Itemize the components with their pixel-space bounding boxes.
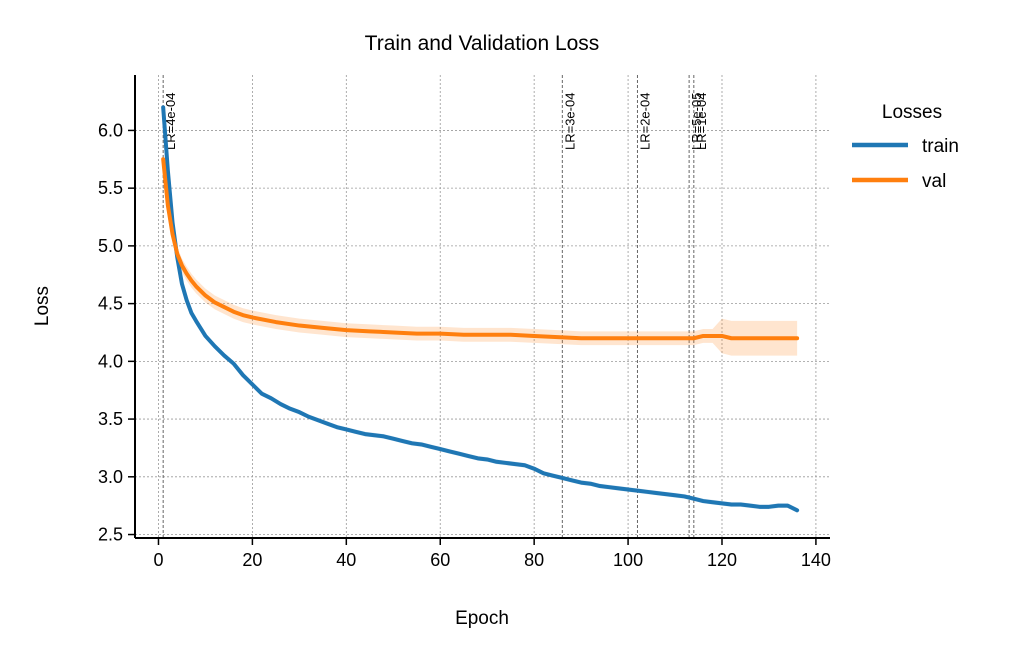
x-tick-label: 140: [801, 550, 831, 570]
x-tick-label: 60: [430, 550, 450, 570]
chart-title: Train and Validation Loss: [365, 32, 600, 55]
legend: Losses train val: [852, 102, 959, 192]
y-tick-label: 3.5: [98, 409, 123, 429]
lr-marker-label: LR=2e-04: [637, 93, 652, 150]
band-train: [163, 105, 798, 513]
y-tick-label: 5.0: [98, 236, 123, 256]
x-tick-label: 20: [242, 550, 262, 570]
y-tick-label: 4.0: [98, 351, 123, 371]
legend-label-val: val: [922, 171, 946, 192]
series-line-val: [161, 157, 800, 341]
band-val: [163, 152, 798, 356]
axis-layer: [134, 75, 830, 539]
y-tick-label: 6.0: [98, 120, 123, 140]
y-tick-label: 5.5: [98, 178, 123, 198]
y-axis-label: Loss: [32, 286, 53, 326]
y-tick-label: 2.5: [98, 525, 123, 545]
confidence-band-layer: [163, 105, 798, 513]
x-tick-label: 100: [613, 550, 643, 570]
legend-title: Losses: [882, 102, 942, 123]
lr-marker-label: LR=5e-05: [689, 93, 704, 150]
x-axis-label: Epoch: [455, 608, 509, 629]
lr-marker-label: LR=3e-04: [562, 93, 577, 150]
x-tick-label: 80: [524, 550, 544, 570]
x-tick-label: 40: [336, 550, 356, 570]
y-tick-label: 3.0: [98, 467, 123, 487]
lr-marker-label: LR=1e-04: [694, 93, 709, 150]
tick-layer: 0 20 40 60 80 100 120 140 2.5 3.0 3.5 4.0 4.5 5.0 5.5 6…: [98, 120, 831, 570]
series-line-train: [161, 105, 800, 513]
x-tick-label: 0: [153, 550, 163, 570]
y-tick-label: 4.5: [98, 294, 123, 314]
x-tick-label: 120: [707, 550, 737, 570]
series-layer: [161, 105, 800, 513]
legend-label-train: train: [922, 136, 959, 157]
grid-layer: [135, 75, 830, 538]
